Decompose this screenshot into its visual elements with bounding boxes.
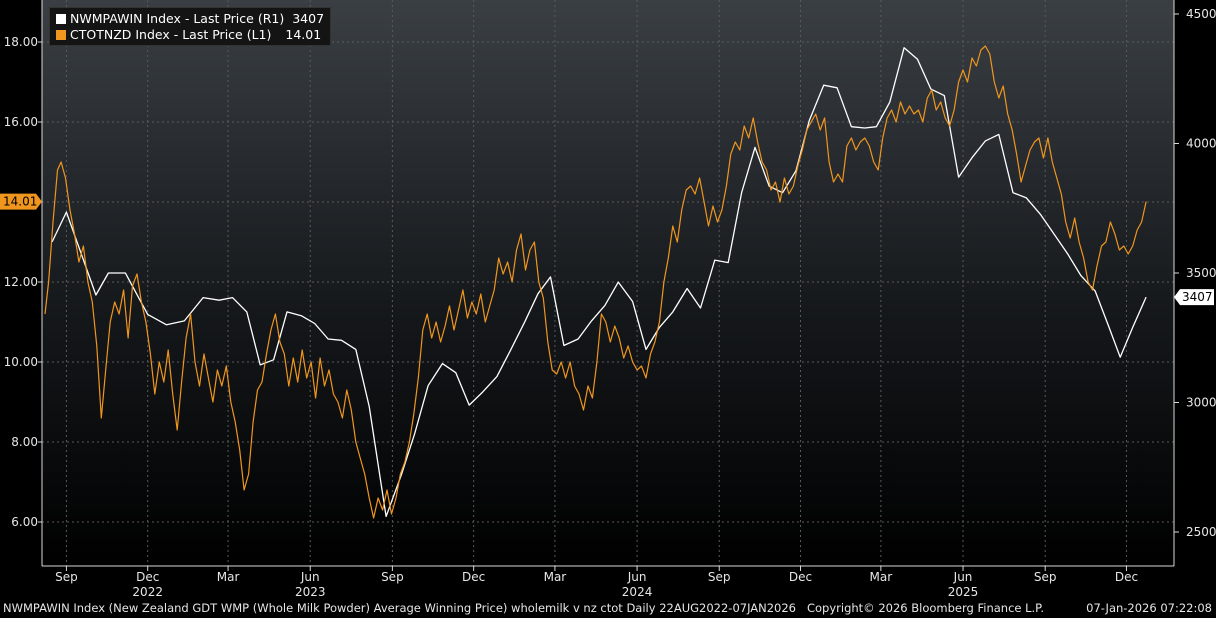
right-value-badge-text: 3407 [1182, 290, 1213, 304]
x-month-label: Sep [381, 570, 404, 584]
legend-label-nwmpawin: NWMPAWIN Index - Last Price (R1) [70, 11, 285, 26]
series-line-nwmpawin [51, 47, 1147, 518]
footer-description-text: NWMPAWIN Index (New Zealand GDT WMP (Who… [3, 601, 797, 615]
plot-background [42, 0, 1174, 566]
right-tick-label: 2500 [1186, 525, 1216, 539]
x-month-label: Mar [217, 570, 240, 584]
right-tick-label: 3000 [1186, 396, 1216, 410]
left-tick-label: 16.00 [4, 115, 38, 129]
x-year-label: 2025 [948, 585, 979, 599]
right-tick-label: 4500 [1186, 7, 1216, 21]
footer-description: NWMPAWIN Index (New Zealand GDT WMP (Who… [3, 601, 1044, 615]
x-month-label: Jun [953, 570, 973, 584]
x-month-label: Sep [1034, 570, 1057, 584]
legend-value-ctotnzd: 14.01 [285, 27, 322, 42]
left-tick-label: 18.00 [4, 35, 38, 49]
x-year-label: 2023 [295, 585, 326, 599]
left-tick-label: 8.00 [11, 435, 38, 449]
x-month-label: Jun [300, 570, 320, 584]
x-month-label: Dec [1115, 570, 1138, 584]
x-month-label: Jun [627, 570, 647, 584]
x-month-label: Dec [136, 570, 159, 584]
legend-swatch-orange [56, 30, 66, 40]
left-tick-label: 6.00 [11, 515, 38, 529]
left-value-badge [0, 193, 42, 210]
right-tick-label: 3500 [1186, 266, 1216, 280]
x-month-label: Dec [462, 570, 485, 584]
x-month-label: Mar [544, 570, 567, 584]
x-year-label: 2022 [132, 585, 163, 599]
x-month-label: Mar [870, 570, 893, 584]
series-line-ctotnzd [44, 45, 1147, 519]
legend-value-nwmpawin: 3407 [292, 11, 325, 26]
left-tick-label: 10.00 [4, 355, 38, 369]
right-tick-label: 4000 [1186, 137, 1216, 151]
x-month-label: Dec [789, 570, 812, 584]
legend-entry-ctotnzd: CTOTNZD Index - Last Price (L1) 14.01 [56, 27, 324, 43]
left-tick-label: 12.00 [4, 275, 38, 289]
legend-swatch-white [56, 14, 66, 24]
footer-timestamp: 07-Jan-2026 07:22:08 [1086, 601, 1212, 615]
gridlines [42, 0, 1174, 566]
footer-copyright: Copyright© 2026 Bloomberg Finance L.P. [806, 601, 1044, 615]
legend-label-ctotnzd: CTOTNZD Index - Last Price (L1) [70, 27, 272, 42]
series-lines [44, 45, 1147, 519]
x-year-label: 2024 [622, 585, 653, 599]
x-month-label: Sep [708, 570, 731, 584]
x-month-label: Sep [55, 570, 78, 584]
value-badges: 14.01 3407 [0, 193, 1214, 306]
legend: NWMPAWIN Index - Last Price (R1) 3407 CT… [49, 7, 332, 46]
left-value-badge-text: 14.01 [3, 195, 37, 209]
right-value-badge [1174, 289, 1214, 306]
legend-entry-nwmpawin: NWMPAWIN Index - Last Price (R1) 3407 [56, 11, 324, 27]
